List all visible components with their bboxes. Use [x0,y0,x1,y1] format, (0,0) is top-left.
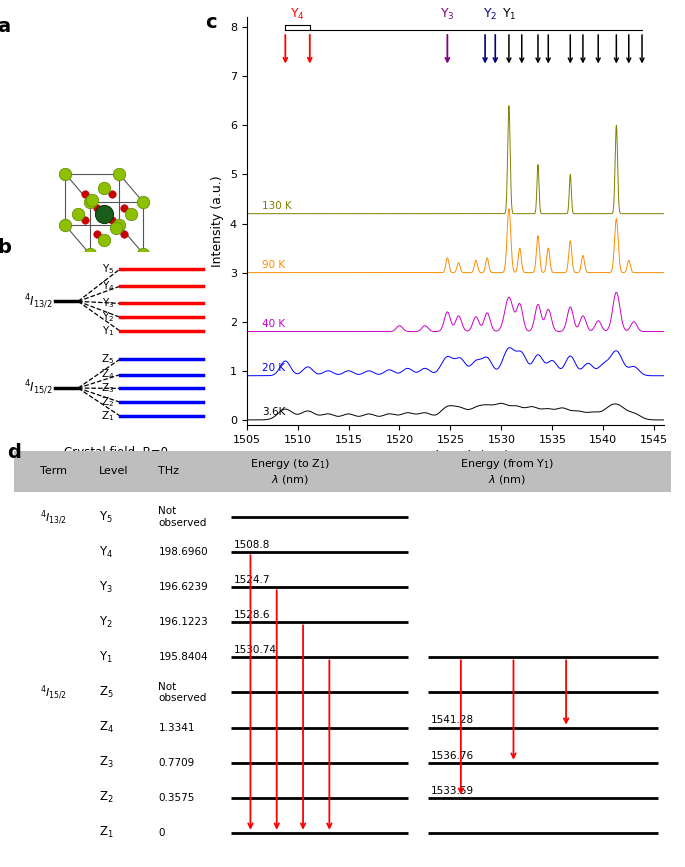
Text: Y$_4$: Y$_4$ [102,279,114,293]
Text: Y$_3$: Y$_3$ [102,297,114,310]
Text: 198.6960: 198.6960 [158,547,208,557]
Text: Z$_5$: Z$_5$ [101,352,114,366]
Text: Z$_5$: Z$_5$ [99,685,114,700]
Text: Y$_3$: Y$_3$ [99,580,113,595]
Text: 1541.28: 1541.28 [432,715,475,726]
Text: 196.1223: 196.1223 [158,617,208,628]
Text: $^4\mathit{I}_{15/2}$: $^4\mathit{I}_{15/2}$ [40,683,67,701]
Text: 130 K: 130 K [262,201,292,212]
Text: Y$_2$: Y$_2$ [99,615,113,630]
X-axis label: Wavelength (nm): Wavelength (nm) [401,450,510,463]
Text: 1533.59: 1533.59 [432,786,475,796]
Y-axis label: Intensity (a.u.): Intensity (a.u.) [211,175,224,267]
Text: 0.7709: 0.7709 [158,758,195,767]
Text: Term: Term [40,466,67,476]
Text: Energy (from Y$_1$)
$\lambda$ (nm): Energy (from Y$_1$) $\lambda$ (nm) [460,457,554,486]
Text: 0: 0 [158,828,165,838]
Text: 3.6K: 3.6K [262,407,285,418]
Text: 1524.7: 1524.7 [234,576,271,585]
Text: Z$_4$: Z$_4$ [99,720,114,735]
Text: Y$_1$: Y$_1$ [102,324,114,338]
Text: Z$_3$: Z$_3$ [99,755,114,770]
Text: Y$_4$: Y$_4$ [290,7,305,23]
Text: 1530.74: 1530.74 [234,645,277,655]
Text: Energy (to Z$_1$)
$\lambda$ (nm): Energy (to Z$_1$) $\lambda$ (nm) [250,457,330,486]
Text: Y$_1$: Y$_1$ [501,7,516,23]
Text: 0.3575: 0.3575 [158,792,195,803]
Bar [14,451,671,492]
Text: $^4\mathit{I}_{13/2}$: $^4\mathit{I}_{13/2}$ [25,292,53,310]
Text: $^4\mathit{I}_{13/2}$: $^4\mathit{I}_{13/2}$ [40,508,67,526]
Text: 20 K: 20 K [262,363,285,374]
Text: 40 K: 40 K [262,319,285,329]
Text: Y$_4$: Y$_4$ [99,544,113,560]
Text: c: c [205,13,216,32]
Text: Level: Level [99,466,129,476]
Text: Y$_2$: Y$_2$ [102,310,114,324]
Text: 1.3341: 1.3341 [158,722,195,733]
Text: 1528.6: 1528.6 [234,610,271,621]
Text: Y$_5$: Y$_5$ [102,262,114,276]
Text: Crystal field, B=0: Crystal field, B=0 [64,446,169,459]
Text: Z$_3$: Z$_3$ [101,381,114,395]
Text: 1536.76: 1536.76 [432,751,475,760]
Text: Y$_1$: Y$_1$ [99,650,113,665]
Text: $^4\mathit{I}_{15/2}$: $^4\mathit{I}_{15/2}$ [25,379,53,397]
Text: Z$_2$: Z$_2$ [101,395,114,409]
Text: Z$_1$: Z$_1$ [99,825,114,840]
Text: Z$_4$: Z$_4$ [101,368,114,381]
Text: Not
observed: Not observed [158,681,207,703]
Text: a: a [0,17,11,36]
Text: b: b [0,238,12,257]
Text: Z$_1$: Z$_1$ [101,409,114,423]
Text: Y$_5$: Y$_5$ [99,510,113,525]
Text: Z$_2$: Z$_2$ [99,790,114,805]
Text: 195.8404: 195.8404 [158,653,208,662]
Text: Y$_2$: Y$_2$ [483,7,497,23]
Text: Y$_3$: Y$_3$ [440,7,455,23]
Text: THz: THz [158,466,179,476]
Text: 1508.8: 1508.8 [234,540,271,551]
Text: 90 K: 90 K [262,260,285,271]
Text: d: d [7,443,21,462]
Text: Not
observed: Not observed [158,506,207,528]
Text: 196.6239: 196.6239 [158,583,208,592]
